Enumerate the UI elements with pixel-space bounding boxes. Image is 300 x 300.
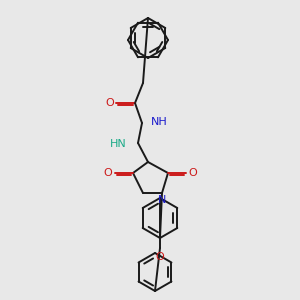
Text: HN: HN (110, 139, 127, 149)
Text: O: O (103, 168, 112, 178)
Text: N: N (158, 195, 166, 205)
Text: O: O (189, 168, 197, 178)
Text: NH: NH (151, 117, 168, 127)
Text: O: O (106, 98, 114, 108)
Text: O: O (156, 252, 164, 262)
